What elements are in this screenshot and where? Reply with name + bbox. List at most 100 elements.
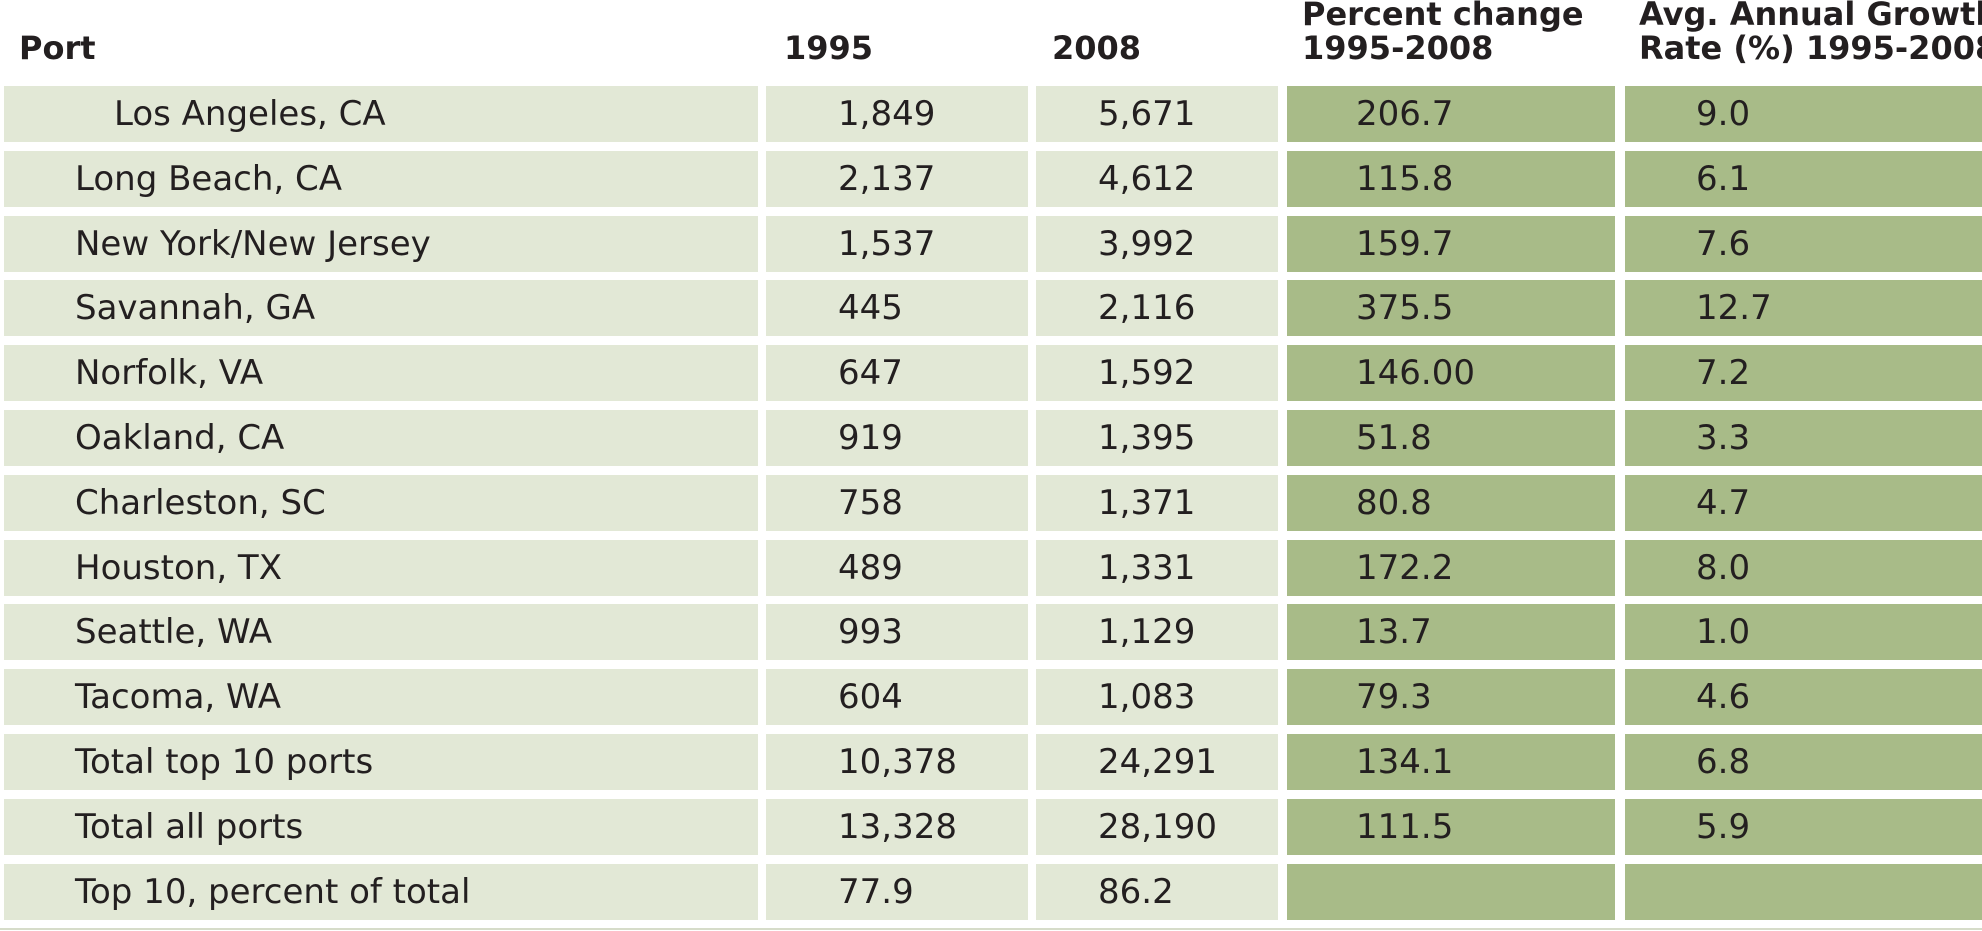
- value-cell: 6.1: [1696, 158, 1751, 199]
- table-cell: [766, 734, 1028, 790]
- value-cell: 79.3: [1356, 677, 1432, 718]
- table-cell: [4, 798, 758, 855]
- table-cell: [766, 410, 1028, 466]
- table-cell: [1625, 539, 1982, 596]
- value-cell: 489: [838, 547, 903, 588]
- table-cell: [766, 215, 1028, 272]
- value-cell: 1,129: [1098, 612, 1196, 653]
- value-cell: 134.1: [1356, 742, 1454, 782]
- table-cell: [766, 150, 1028, 207]
- table-cell: [766, 798, 1028, 855]
- table-cell: [1287, 474, 1615, 531]
- value-cell: 919: [838, 418, 903, 458]
- value-cell: 13,328: [838, 806, 957, 847]
- value-cell: 51.8: [1356, 418, 1432, 458]
- value-cell: 4,612: [1098, 158, 1196, 199]
- value-cell: 1,331: [1098, 547, 1196, 588]
- value-cell: 375.5: [1356, 288, 1454, 329]
- table-cell: [1036, 604, 1278, 661]
- value-cell: 647: [838, 353, 903, 394]
- value-cell: 6.8: [1696, 742, 1751, 782]
- table-cell: [4, 150, 758, 207]
- table-cell: [766, 474, 1028, 531]
- value-cell: 7.2: [1696, 353, 1751, 394]
- table-cell: [1287, 798, 1615, 855]
- value-cell: 159.7: [1356, 223, 1454, 264]
- value-cell: 146.00: [1356, 353, 1475, 394]
- value-cell: 7.6: [1696, 223, 1751, 264]
- table-cell: [1036, 280, 1278, 337]
- table-cell: [1625, 798, 1982, 855]
- value-cell: 5,671: [1098, 94, 1196, 134]
- port-name: Total top 10 ports: [75, 742, 374, 782]
- table-cell: [1287, 215, 1615, 272]
- header-cell: Port: [19, 29, 96, 67]
- bottom-rule: [0, 928, 1982, 930]
- table-cell: [1625, 215, 1982, 272]
- value-cell: 1.0: [1696, 612, 1751, 653]
- value-cell: 5.9: [1696, 806, 1751, 847]
- header-cell: 2008: [1052, 29, 1142, 67]
- value-cell: 2,116: [1098, 288, 1196, 329]
- port-name: Houston, TX: [75, 547, 282, 588]
- table-cell: [1625, 474, 1982, 531]
- value-cell: 2,137: [838, 158, 936, 199]
- table-cell: [1036, 345, 1278, 402]
- table-cell: [1036, 215, 1278, 272]
- value-cell: 111.5: [1356, 806, 1454, 847]
- port-name: Long Beach, CA: [75, 158, 343, 199]
- value-cell: 993: [838, 612, 903, 653]
- value-cell: 172.2: [1356, 547, 1454, 588]
- table-cell: [766, 669, 1028, 726]
- table-cell: [1287, 280, 1615, 337]
- table-cell: [1287, 863, 1615, 920]
- value-cell: 13.7: [1356, 612, 1432, 653]
- table-cell: [1625, 734, 1982, 790]
- table-cell: [1036, 410, 1278, 466]
- table-cell: [1036, 734, 1278, 790]
- table-cell: [766, 604, 1028, 661]
- table-cell: [4, 474, 758, 531]
- value-cell: 1,592: [1098, 353, 1196, 394]
- value-cell: 115.8: [1356, 158, 1454, 199]
- table-cell: [766, 345, 1028, 402]
- table-cell: [4, 280, 758, 337]
- table-cell: [1036, 539, 1278, 596]
- value-cell: 12.7: [1696, 288, 1772, 329]
- table-cell: [1625, 345, 1982, 402]
- port-name: Los Angeles, CA: [114, 94, 386, 134]
- table-cell: [1287, 410, 1615, 466]
- value-cell: 1,849: [838, 94, 936, 134]
- port-name: Top 10, percent of total: [75, 871, 471, 912]
- header-cell: Percent change: [1302, 0, 1584, 33]
- value-cell: 206.7: [1356, 94, 1454, 134]
- table-cell: [1625, 669, 1982, 726]
- table-cell: [1625, 150, 1982, 207]
- value-cell: 8.0: [1696, 547, 1751, 588]
- table-cell: [1036, 669, 1278, 726]
- table-cell: [1036, 150, 1278, 207]
- header-cell: Avg. Annual Growth: [1639, 0, 1982, 33]
- table-cell: [4, 215, 758, 272]
- value-cell: 86.2: [1098, 871, 1174, 912]
- port-name: Tacoma, WA: [75, 677, 282, 718]
- table-cell: [1036, 863, 1278, 920]
- table-cell: [1036, 798, 1278, 855]
- value-cell: 24,291: [1098, 742, 1217, 782]
- table-cell: [1287, 539, 1615, 596]
- table-cell: [766, 280, 1028, 337]
- table-cell: [1036, 474, 1278, 531]
- table-cell: [4, 734, 758, 790]
- value-cell: 1,083: [1098, 677, 1196, 718]
- table-cell: [1625, 410, 1982, 466]
- value-cell: 758: [838, 482, 903, 523]
- port-name: Savannah, GA: [75, 288, 316, 329]
- value-cell: 604: [838, 677, 903, 718]
- table-cell: [766, 539, 1028, 596]
- table-cell: [4, 863, 758, 920]
- header-cell: Rate (%) 1995-2008: [1639, 29, 1982, 67]
- table-cell: [766, 86, 1028, 142]
- table-cell: [1287, 86, 1615, 142]
- value-cell: 77.9: [838, 871, 914, 912]
